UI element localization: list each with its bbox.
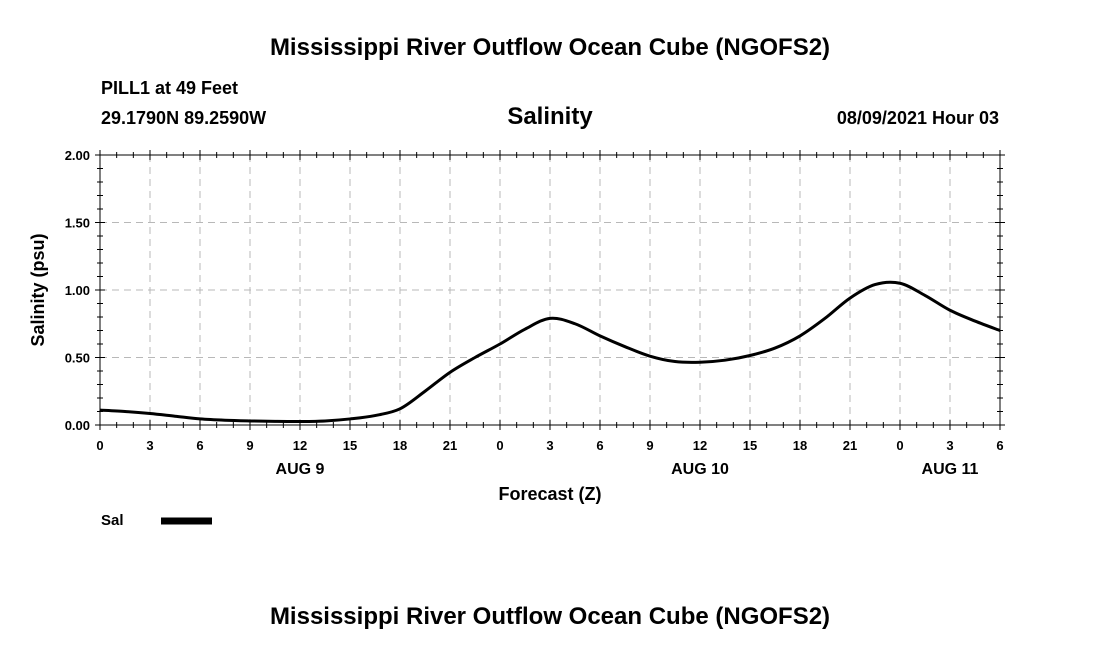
data-point xyxy=(999,329,1001,332)
data-point xyxy=(699,361,701,363)
data-point xyxy=(99,409,101,411)
data-point xyxy=(824,317,826,319)
data-point xyxy=(899,282,901,284)
data-point xyxy=(874,284,876,286)
data-point xyxy=(399,408,401,410)
data-point xyxy=(949,309,951,311)
x-tick-label: 15 xyxy=(743,438,757,453)
chart-title: Mississippi River Outflow Ocean Cube (NG… xyxy=(270,34,830,61)
series-layer xyxy=(99,280,1001,424)
axis-ticks: 0.00 0.50 1.00 1.50 2.00 0 3 6 9 12 15 18 21 0 3 6 9 12 15… xyxy=(65,148,1005,478)
data-point xyxy=(574,323,576,325)
x-tick-label: 18 xyxy=(793,438,807,453)
data-point xyxy=(424,390,426,392)
x-tick-label: 3 xyxy=(546,438,553,453)
data-point xyxy=(499,343,501,345)
data-point xyxy=(449,371,451,373)
data-point xyxy=(924,294,926,296)
coordinates-label: 29.1790N 89.2590W xyxy=(101,108,266,128)
x-tick-label: 15 xyxy=(343,438,357,453)
data-point xyxy=(624,346,626,348)
chart-subtitle: Salinity xyxy=(507,103,593,130)
data-point xyxy=(324,420,326,422)
data-point xyxy=(199,418,201,420)
y-tick-label: 0.50 xyxy=(65,351,90,366)
gridlines xyxy=(100,155,1000,425)
date-label: AUG 9 xyxy=(276,461,325,478)
y-tick-label: 1.00 xyxy=(65,283,90,298)
data-point xyxy=(274,420,276,422)
x-tick-label: 0 xyxy=(496,438,503,453)
x-tick-label: 9 xyxy=(246,438,253,453)
y-tick-label: 2.00 xyxy=(65,148,90,163)
data-point xyxy=(124,410,126,413)
data-point xyxy=(649,355,651,357)
data-point xyxy=(224,419,226,421)
data-point xyxy=(474,356,476,359)
x-axis-label: Forecast (Z) xyxy=(498,484,601,504)
data-point xyxy=(749,354,751,357)
x-tick-label: 21 xyxy=(443,438,457,453)
data-point xyxy=(174,415,176,417)
y-tick-label: 0.00 xyxy=(65,418,90,433)
legend-label: Sal xyxy=(101,512,124,529)
date-label: AUG 11 xyxy=(922,461,979,478)
data-point xyxy=(724,359,726,361)
x-tick-label: 0 xyxy=(896,438,903,453)
date-label: AUG 10 xyxy=(671,461,729,478)
x-tick-label: 21 xyxy=(843,438,857,453)
data-point xyxy=(774,347,776,349)
x-tick-label: 12 xyxy=(693,438,707,453)
x-tick-label: 18 xyxy=(393,438,407,453)
data-point xyxy=(549,317,551,319)
footer-title: Mississippi River Outflow Ocean Cube (NG… xyxy=(270,603,830,630)
x-tick-label: 6 xyxy=(996,438,1003,453)
data-point xyxy=(349,418,351,420)
data-point xyxy=(249,420,251,422)
data-point xyxy=(299,420,301,423)
x-tick-label: 0 xyxy=(96,438,103,453)
x-tick-label: 3 xyxy=(946,438,953,453)
y-axis-label: Salinity (psu) xyxy=(28,233,48,346)
station-label: PILL1 at 49 Feet xyxy=(101,78,238,98)
x-tick-label: 6 xyxy=(196,438,203,453)
x-tick-label: 9 xyxy=(646,438,653,453)
data-point xyxy=(524,328,526,330)
y-tick-label: 1.50 xyxy=(65,216,90,231)
data-point xyxy=(149,412,151,415)
run-time-label: 08/09/2021 Hour 03 xyxy=(837,108,999,128)
x-tick-label: 3 xyxy=(146,438,153,453)
data-point xyxy=(974,320,976,322)
data-point xyxy=(374,414,376,417)
data-point xyxy=(799,335,801,337)
x-tick-label: 12 xyxy=(293,438,307,453)
data-point xyxy=(599,335,601,337)
x-tick-label: 6 xyxy=(596,438,603,453)
data-point xyxy=(674,360,676,363)
legend: Sal xyxy=(101,512,212,529)
data-point xyxy=(849,297,851,299)
